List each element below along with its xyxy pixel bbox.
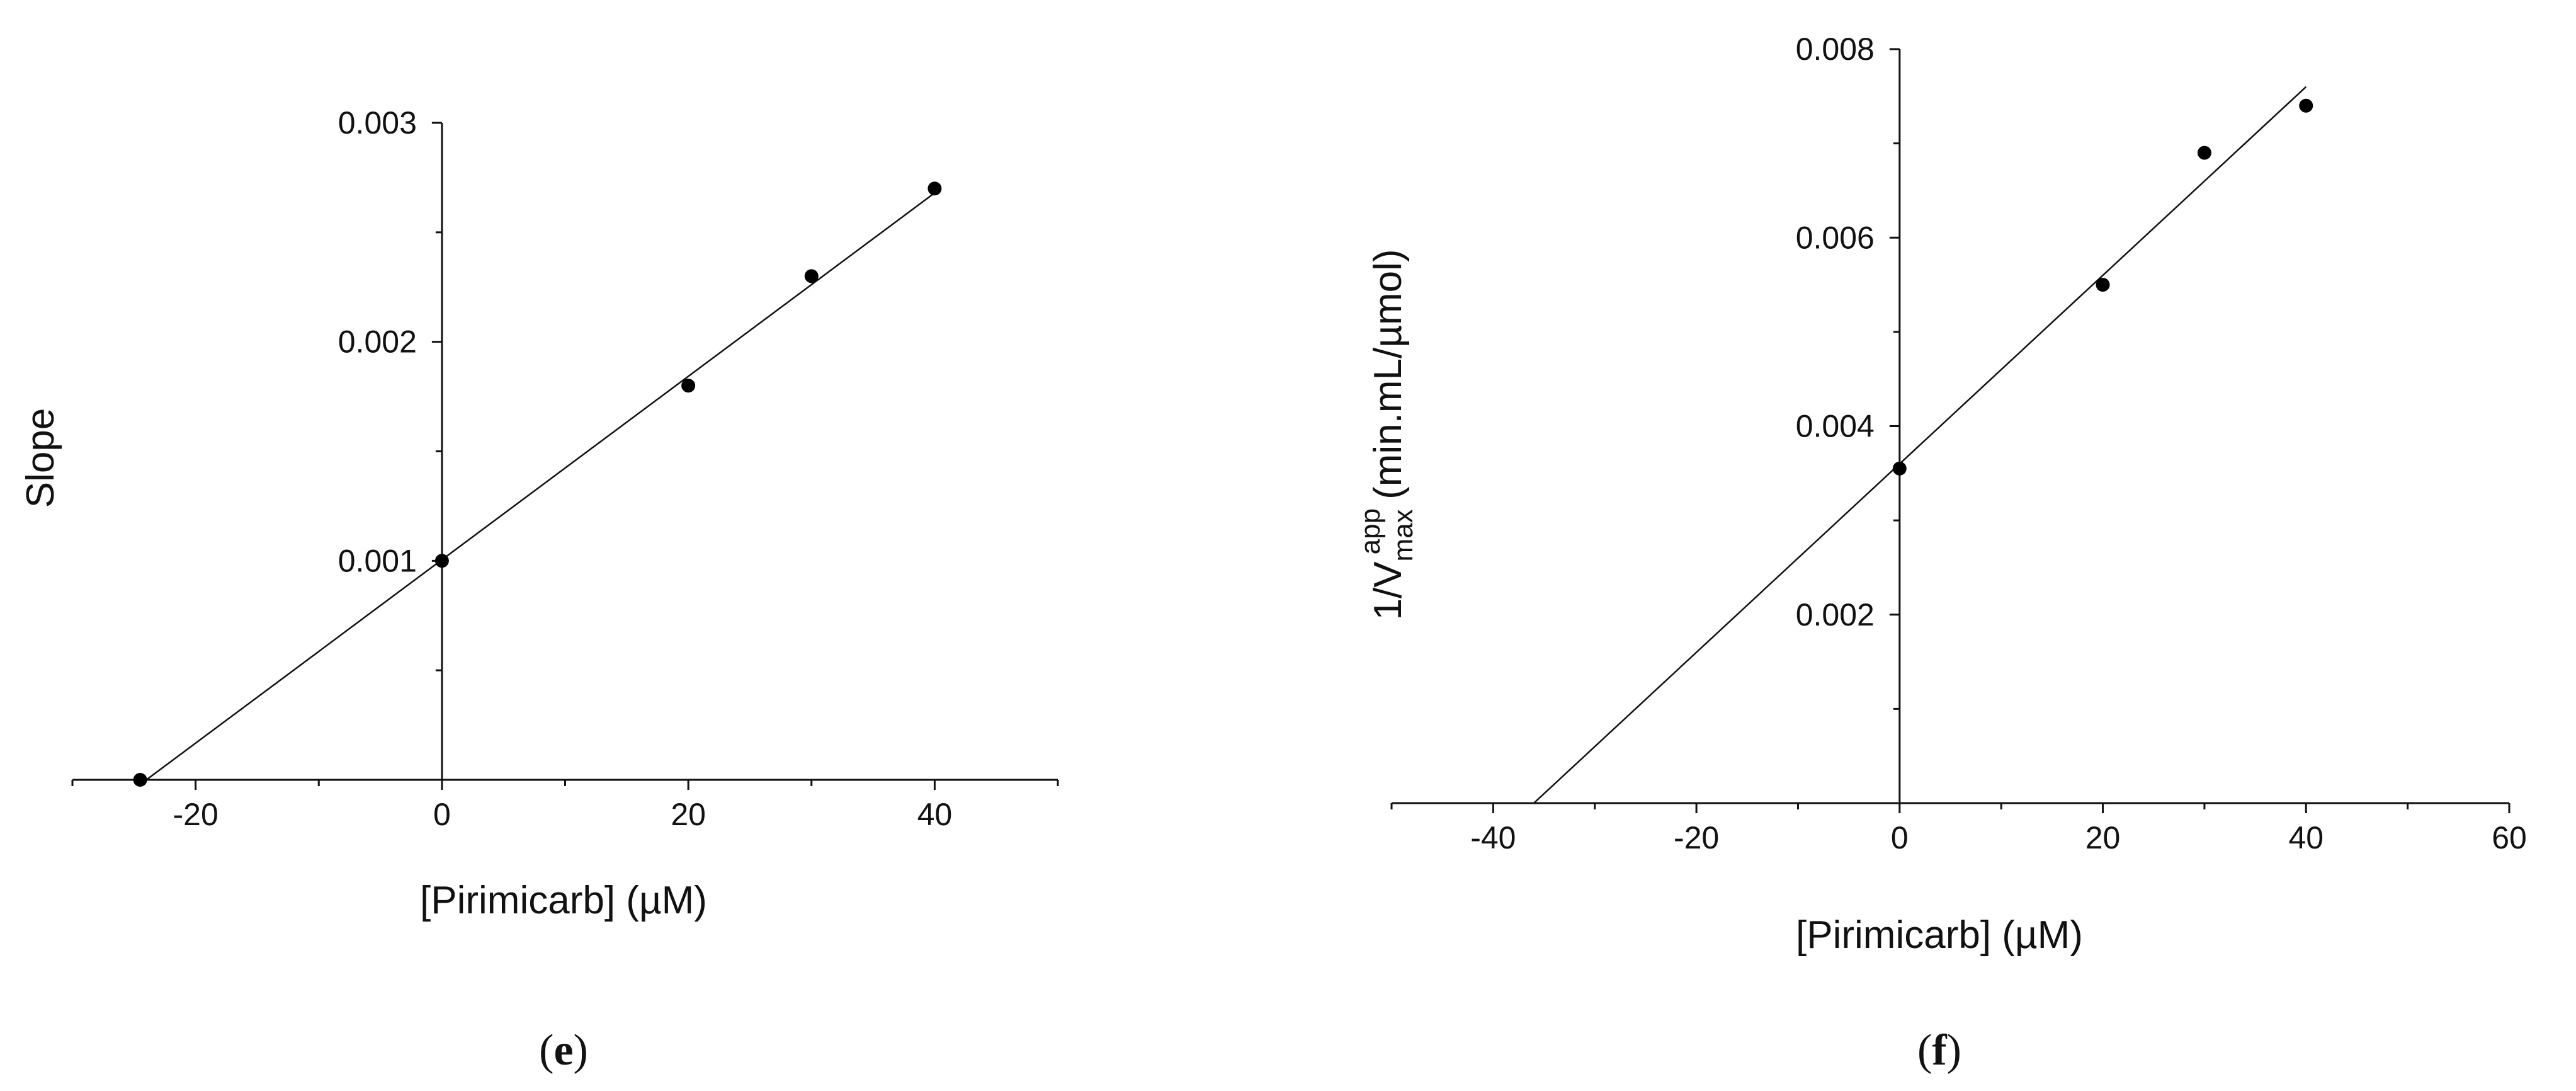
panel-f-y-tick-label: 0.006 (1796, 220, 1875, 255)
panel-e-x-tick-label: -20 (173, 797, 218, 832)
panel-e-points (133, 181, 942, 787)
panel-e-y-tick-label: 0.003 (338, 105, 417, 140)
panel-e-data-point (928, 181, 942, 196)
panel-f-data-point (2197, 146, 2211, 160)
panel-f-y-tick-label: 0.002 (1796, 597, 1875, 632)
panel-f-x-tick-label: 40 (2288, 820, 2324, 855)
panel-f-data-point (2299, 98, 2313, 113)
panel-f-label: (f) (1917, 1026, 1961, 1075)
panel-e-data-point (804, 269, 819, 283)
panel-e-axes (72, 123, 1058, 781)
panel-f-x-tick-label: 0 (1891, 820, 1909, 855)
panel-f-x-tick-label: 20 (2085, 820, 2121, 855)
panel-e-data-point (434, 554, 449, 568)
panel-e-regression-line (145, 192, 936, 781)
panel-f-y-tick-label: 0.004 (1796, 409, 1875, 444)
panel-e-x-tick-label: 20 (671, 797, 706, 832)
panel-f-x-tick-label: 60 (2492, 820, 2527, 855)
panel-f-regression-line (1533, 86, 2307, 804)
panel-e-data-point (133, 773, 147, 787)
panel-f-y-tick-label: 0.008 (1796, 31, 1875, 67)
panel-e-label: (e) (539, 1026, 588, 1075)
panel-e-y-axis-label: Slope (19, 408, 62, 508)
panel-f-data-point (2096, 278, 2110, 292)
panel-e-ticks: -20 0 20 40 0.001 0.002 0.003 (71, 105, 1059, 832)
panel-e-y-tick-label: 0.002 (338, 324, 417, 360)
panel-e-x-tick-label: 40 (917, 797, 953, 832)
panel-e-data-point (681, 379, 696, 393)
panel-f-y-axis-label: 1/Vmaxapp(min.mL/µmol) (1355, 249, 1419, 620)
panel-f-x-tick-label: -40 (1470, 820, 1516, 855)
panel-f-fit-line (1533, 86, 2307, 804)
panel-f-axes (1392, 49, 2509, 804)
panel-f-chart: -40 -20 0 20 40 60 0.002 0.004 0.006 0.008 [Pirim… (1355, 31, 2527, 1075)
panel-e-fit-line (145, 192, 936, 781)
panel-e-chart: -20 0 20 40 0.001 0.002 0.003 [Pirimicarb] (µM… (19, 105, 1059, 1075)
panel-f-ticks: -40 -20 0 20 40 60 0.002 0.004 0.006 0.008 (1390, 31, 2527, 855)
panel-e-y-tick-label: 0.001 (338, 543, 417, 578)
panel-f-x-tick-label: -20 (1674, 820, 1719, 855)
panel-f-points (1892, 98, 2313, 476)
panel-e-x-axis-label: [Pirimicarb] (µM) (420, 879, 707, 922)
panel-e-x-tick-label: 0 (433, 797, 451, 832)
panel-f-x-axis-label: [Pirimicarb] (µM) (1796, 913, 2083, 957)
panel-f-data-point (1892, 461, 1907, 476)
